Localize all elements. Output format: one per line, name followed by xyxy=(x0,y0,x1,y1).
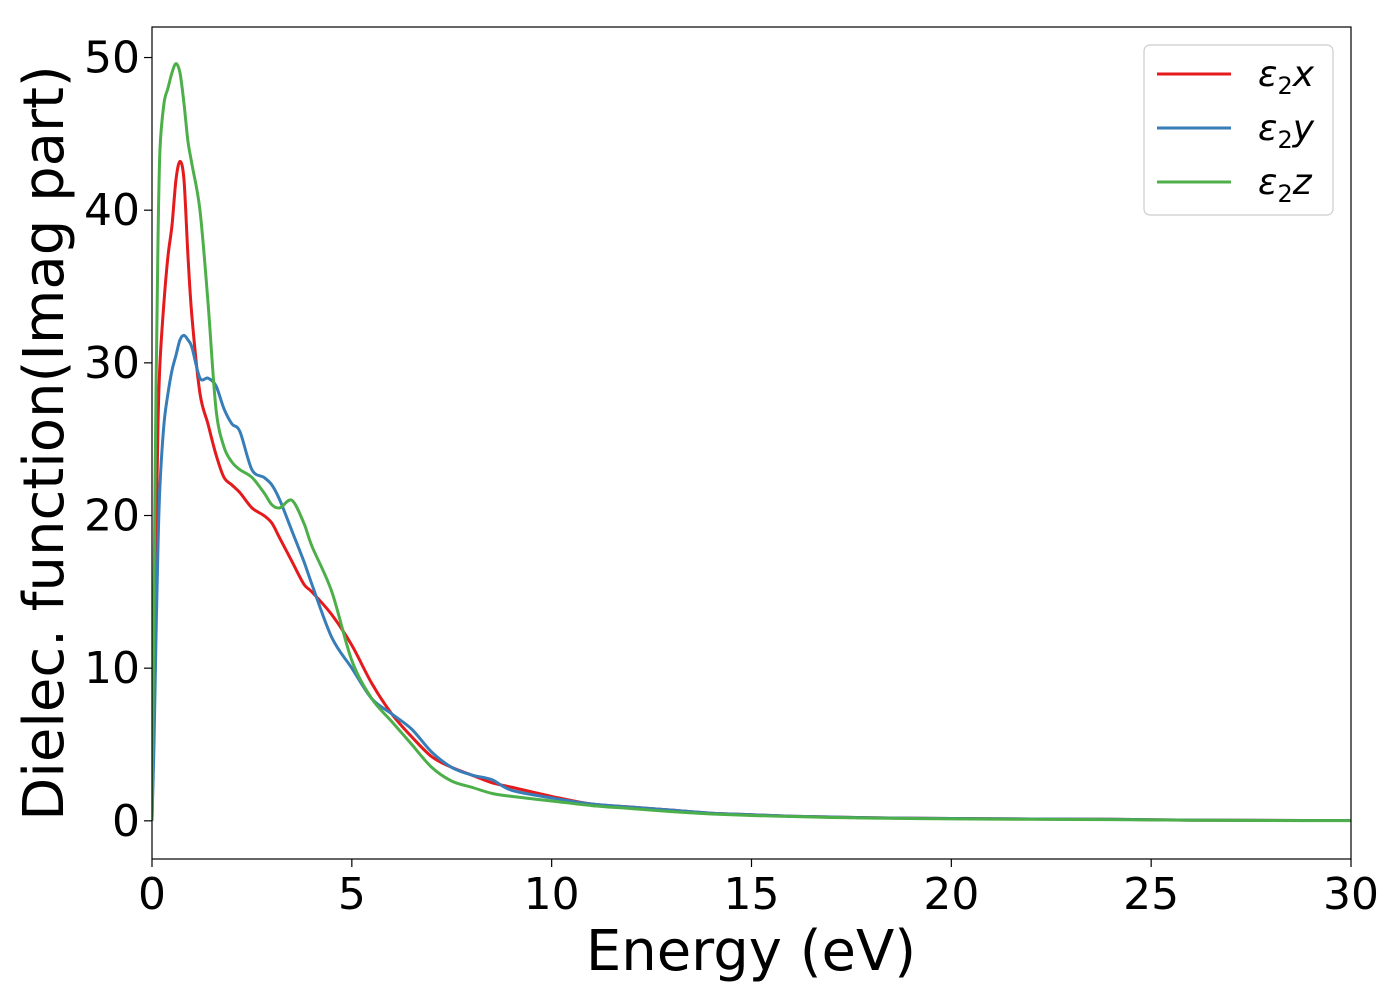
legend-label-2: ε2z xyxy=(1258,162,1313,208)
x-tick-label: 0 xyxy=(138,869,166,920)
y-axis: 0 10 20 30 40 50 xyxy=(84,33,152,847)
x-tick-label: 5 xyxy=(338,869,366,920)
x-tick-label: 25 xyxy=(1123,869,1179,920)
legend-entries: ε2x ε2y ε2z xyxy=(1157,54,1315,208)
y-tick-label: 20 xyxy=(84,491,140,542)
series-line-1 xyxy=(152,333,1351,823)
x-tick-label: 15 xyxy=(724,869,780,920)
series-line-2 xyxy=(152,62,1351,823)
x-tick-label: 30 xyxy=(1323,869,1379,920)
legend-label-0: ε2x xyxy=(1258,54,1315,100)
x-tick-label: 10 xyxy=(524,869,580,920)
y-tick-label: 40 xyxy=(84,185,140,236)
legend-box xyxy=(1143,44,1334,216)
y-axis-label: Dielec. function(Imag part) xyxy=(12,65,77,821)
y-tick-label: 0 xyxy=(112,796,140,847)
y-tick-label: 10 xyxy=(84,643,140,694)
x-axis-label: Energy (eV) xyxy=(586,919,916,984)
series-line-0 xyxy=(152,159,1351,823)
x-axis: 0 5 10 15 20 25 30 xyxy=(138,859,1379,920)
legend: ε2x ε2y ε2z xyxy=(1143,44,1334,216)
y-tick-label: 50 xyxy=(84,33,140,84)
y-tick-label: 30 xyxy=(84,338,140,389)
lines-layer xyxy=(152,62,1351,823)
x-tick-label: 20 xyxy=(923,869,979,920)
legend-label-1: ε2y xyxy=(1258,108,1315,154)
